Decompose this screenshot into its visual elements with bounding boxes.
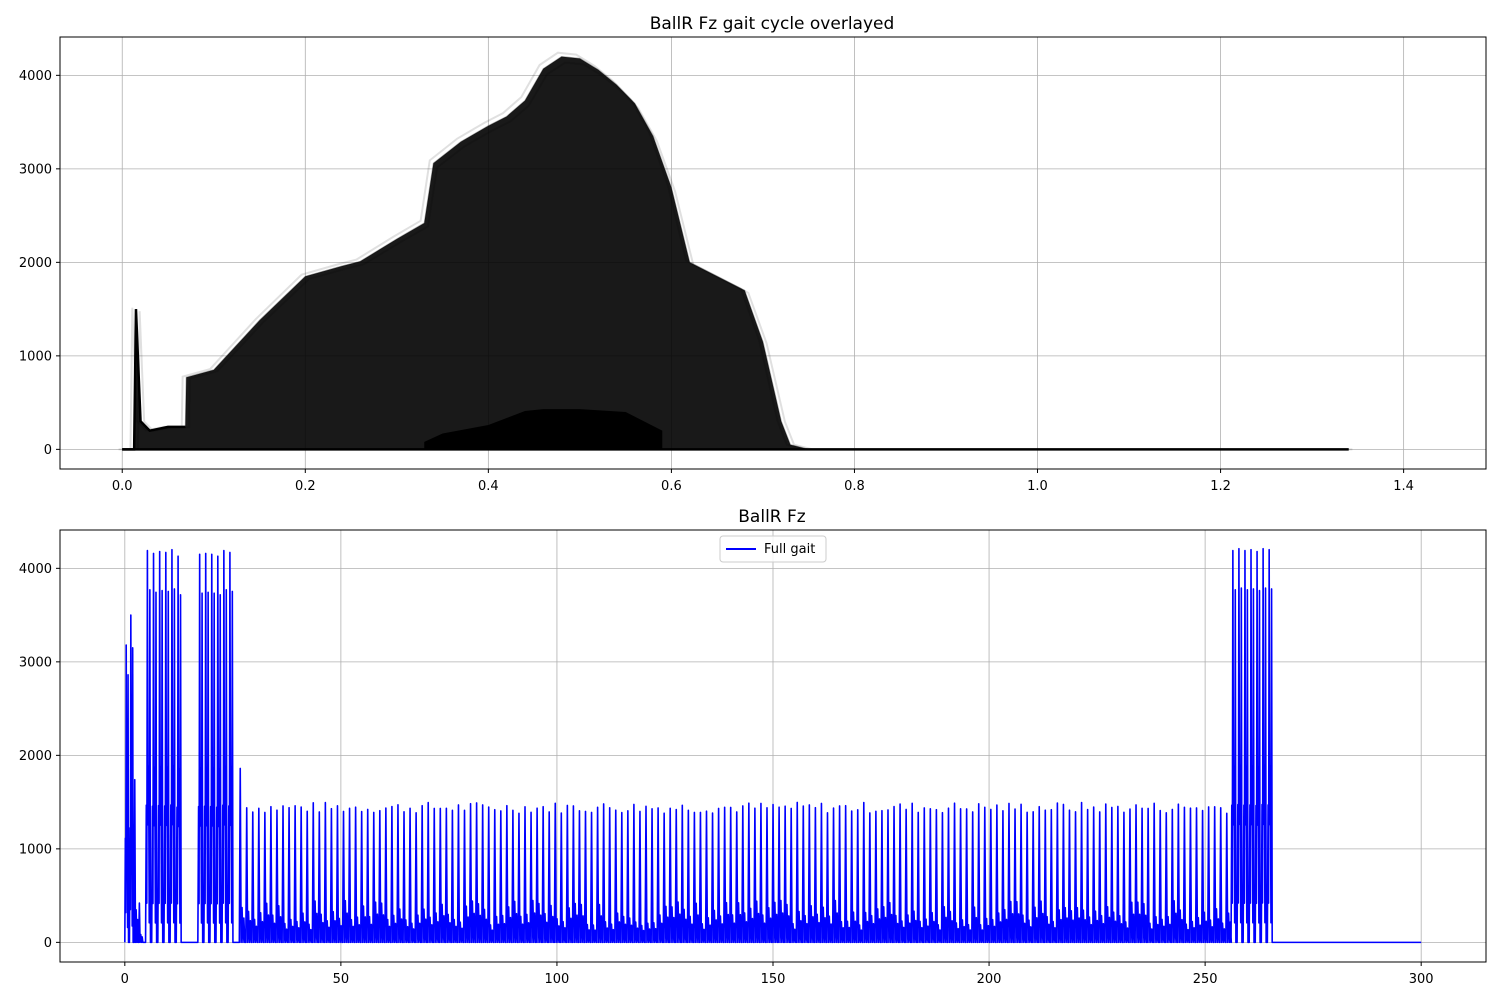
y-tick-label: 2000 <box>19 256 52 271</box>
overlay-trace <box>125 61 1353 451</box>
overlay-chart-ticks: 0.0 0.2 0.4 0.6 0.8 1.0 1.2 1.4 0 1000 2000 3000 400… <box>19 69 1414 494</box>
legend: Full gait <box>719 535 827 563</box>
full-gait-chart-title: BallR Fz <box>738 507 806 527</box>
overlay-inner-band <box>424 409 663 450</box>
full-gait-chart-plot-area <box>124 547 1422 944</box>
x-tick-label: 50 <box>333 972 350 987</box>
overlay-early-trace <box>122 309 186 451</box>
series-full-gait <box>124 547 1422 944</box>
y-tick-label: 4000 <box>19 69 52 84</box>
y-tick-label: 0 <box>44 443 52 458</box>
overlay-chart: BallR Fz gait cycle overlayed 0.0 0.2 0.4 0… <box>19 14 1487 494</box>
overlay-envelope <box>122 56 1349 450</box>
x-tick-label: 150 <box>761 972 786 987</box>
x-tick-label: 1.4 <box>1393 479 1414 494</box>
overlay-chart-title: BallR Fz gait cycle overlayed <box>650 14 895 34</box>
x-tick-label: 100 <box>545 972 570 987</box>
y-tick-label: 1000 <box>19 842 52 857</box>
x-tick-label: 0.0 <box>112 479 133 494</box>
x-tick-label: 0.4 <box>478 479 499 494</box>
y-tick-label: 3000 <box>19 162 52 177</box>
x-tick-label: 1.0 <box>1027 479 1048 494</box>
overlay-chart-frame <box>59 36 1487 470</box>
x-tick-label: 250 <box>1193 972 1218 987</box>
y-tick-label: 3000 <box>19 655 52 670</box>
x-tick-label: 0.6 <box>661 479 682 494</box>
full-gait-chart: BallR Fz 0 50 100 150 200 250 3000100020003000… <box>19 507 1487 987</box>
legend-box <box>719 535 827 563</box>
y-tick-label: 4000 <box>19 562 52 577</box>
x-tick-label: 1.2 <box>1210 479 1231 494</box>
y-tick-label: 1000 <box>19 349 52 364</box>
y-tick-label: 0 <box>44 936 52 951</box>
x-tick-label: 300 <box>1409 972 1434 987</box>
x-tick-label: 0.8 <box>844 479 865 494</box>
x-tick-label: 0 <box>121 972 129 987</box>
y-tick-label: 2000 <box>19 749 52 764</box>
legend-label-full-gait: Full gait <box>764 542 815 557</box>
full-gait-chart-grid <box>60 530 1486 962</box>
overlay-chart-plot-area <box>118 51 1353 451</box>
x-tick-label: 200 <box>977 972 1002 987</box>
x-tick-label: 0.2 <box>295 479 316 494</box>
